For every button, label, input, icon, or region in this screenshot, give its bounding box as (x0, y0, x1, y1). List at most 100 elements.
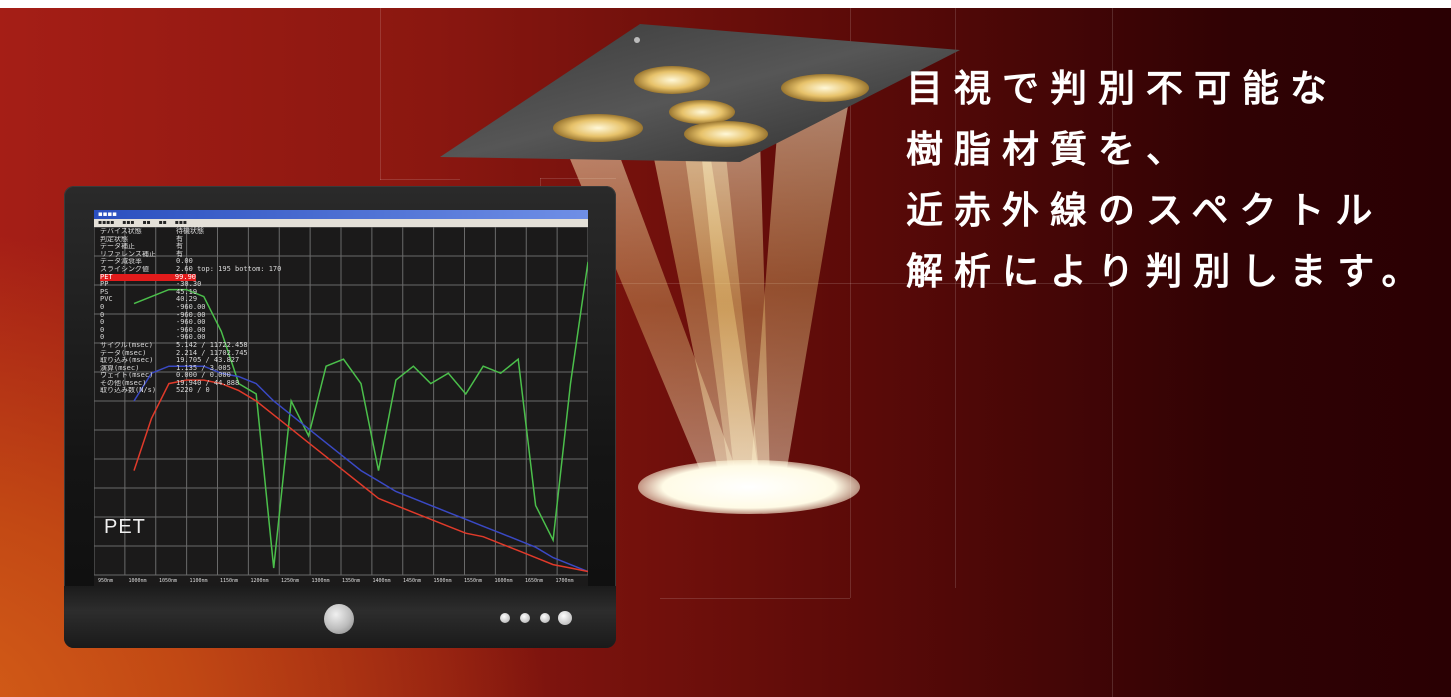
guide-line (380, 179, 460, 180)
menu-button[interactable] (500, 613, 510, 623)
status-key: PP (100, 281, 109, 289)
status-key: データ(msec) (100, 349, 147, 357)
x-tick-label: 1200nm (250, 578, 269, 584)
status-key: サイクル(msec) (100, 341, 153, 349)
headline-line: 解析により判別します。 (906, 249, 1430, 293)
status-value: 99.90 (174, 272, 196, 281)
x-tick-label: 1050nm (159, 578, 178, 584)
status-value: 19.940 / 44.888 (176, 378, 240, 387)
guide-line (1112, 8, 1113, 697)
top-strip (0, 0, 1451, 8)
status-key: PS (100, 288, 109, 296)
x-tick-label: 950nm (98, 578, 114, 584)
x-tick-label: 1450nm (403, 578, 422, 584)
status-row: スライシング値 2.60 top: 195 bottom: 170 (100, 264, 300, 274)
status-value: 0.00 (176, 257, 193, 266)
status-key: 演算(msec) (100, 364, 140, 372)
guide-line (540, 178, 616, 179)
status-row: PS 45.19 (100, 288, 300, 297)
status-row: 0 -960.00 (100, 334, 300, 342)
status-key: その他(msec) (100, 379, 147, 387)
status-value: 40.29 (176, 295, 198, 304)
status-value: 19.705 / 43.827 (176, 356, 240, 365)
down-button[interactable] (540, 613, 550, 623)
x-tick-label: 1250nm (281, 578, 300, 584)
headline-line: 目視で判別不可能な (906, 66, 1338, 110)
status-value: -960.00 (176, 310, 206, 319)
status-value: 5220 / 0 (176, 386, 210, 395)
lamp-ring (634, 66, 710, 94)
x-tick-label: 1550nm (464, 578, 483, 584)
status-row: 0 -960.00 (100, 325, 300, 335)
status-value: 2.214 / 11702.745 (176, 348, 248, 357)
status-row: データ補正 有 (100, 243, 300, 251)
status-value: 有 (176, 242, 183, 251)
status-row: 取り込み(msec) 19.705 / 43.827 (100, 356, 300, 365)
status-row: 0 -960.00 (100, 319, 300, 327)
monitor-screen: ▪▪▪▪ ▪▪▪▪ ▪▪▪ ▪▪ ▪▪ ▪▪▪ デバイス状態 待機状態 判定状態有データ補正… (94, 210, 588, 590)
lamp-ring (553, 114, 643, 142)
select-button[interactable] (558, 611, 572, 625)
status-key: 0 (100, 319, 105, 327)
x-tick-label: 1300nm (311, 578, 330, 584)
x-tick-label: 1700nm (555, 578, 574, 584)
status-value: -960.00 (176, 325, 206, 334)
x-tick-label: 1000nm (128, 578, 147, 584)
status-row: PVC 40.29 (100, 296, 300, 304)
series-line (133, 261, 588, 569)
status-value: 0.000 / 0.000 (176, 371, 231, 380)
status-row: リファレンス補正 有 (100, 249, 300, 259)
status-value: 2.60 top: 195 bottom: 170 (176, 264, 282, 273)
status-key: 取り込み(msec) (100, 357, 154, 365)
status-row: その他(msec) 19.940 / 44.888 (100, 378, 300, 388)
x-tick-row: 950nm 1000nm 1050nm 1100nm 1150nm 1200nm 1250n… (94, 576, 588, 588)
monitor-bezel (64, 586, 616, 648)
window-menubar: ▪▪▪▪ ▪▪▪ ▪▪ ▪▪ ▪▪▪ (94, 219, 588, 227)
status-key: PVC (100, 296, 113, 304)
status-value: 待機状態 (176, 227, 204, 235)
plate-screw (634, 37, 640, 43)
status-row: データ減衰率 0.00 (100, 258, 300, 266)
status-key: リファレンス補正 (100, 250, 156, 258)
status-key: 0 (100, 334, 105, 342)
series-line (133, 379, 588, 573)
x-tick-label: 1650nm (525, 578, 544, 584)
status-row: PET 99.90 (100, 272, 196, 282)
x-tick-label: 1500nm (433, 578, 452, 584)
status-key: データ減衰率 (100, 258, 142, 266)
status-key: 0 (100, 326, 105, 334)
status-value: -960.00 (176, 318, 206, 327)
beam (700, 138, 770, 482)
material-label: PET (104, 516, 146, 538)
guide-line (955, 8, 956, 588)
x-tick-label: 1350nm (342, 578, 361, 584)
status-key: 0 (100, 303, 105, 311)
guide-line (380, 8, 381, 180)
power-button[interactable] (324, 604, 354, 634)
status-value: -960.00 (176, 302, 206, 311)
lamp-ring (781, 74, 869, 102)
guide-line (850, 8, 851, 598)
status-value: 5.142 / 11722.458 (176, 340, 248, 349)
status-panel: デバイス状態 待機状態 判定状態有データ補正有リファレンス補正有データ減衰率 0.00… (100, 227, 300, 395)
up-button[interactable] (520, 613, 530, 623)
x-tick-label: 1150nm (220, 578, 239, 584)
beam (750, 94, 850, 482)
status-key: スライシング値 (100, 265, 149, 273)
status-row: データ(msec) 2.214 / 11702.745 (100, 348, 300, 358)
headline-line: 近赤外線のスペクトル (906, 188, 1384, 232)
status-value: 有 (176, 249, 183, 258)
status-key: 判定状態 (100, 235, 128, 243)
status-row: 取り込み数(N/s) 5220 / 0 (100, 387, 300, 395)
guide-line (660, 598, 850, 599)
headline-line: 樹脂材質を、 (906, 127, 1194, 171)
status-key: PET (100, 273, 113, 281)
light-spot (638, 460, 860, 514)
status-value: 1.135 / 3.005 (176, 363, 231, 372)
status-row: 0 -960.00 (100, 302, 300, 312)
lamp-ring (669, 100, 735, 124)
window-titlebar: ▪▪▪▪ (94, 210, 588, 219)
status-key: データ補正 (100, 243, 135, 251)
headline: 目視で判別不可能な 樹脂材質を、 近赤外線のスペクトル 解析により判別します。 (906, 58, 1436, 302)
sensor-lamp-plate (440, 24, 960, 162)
